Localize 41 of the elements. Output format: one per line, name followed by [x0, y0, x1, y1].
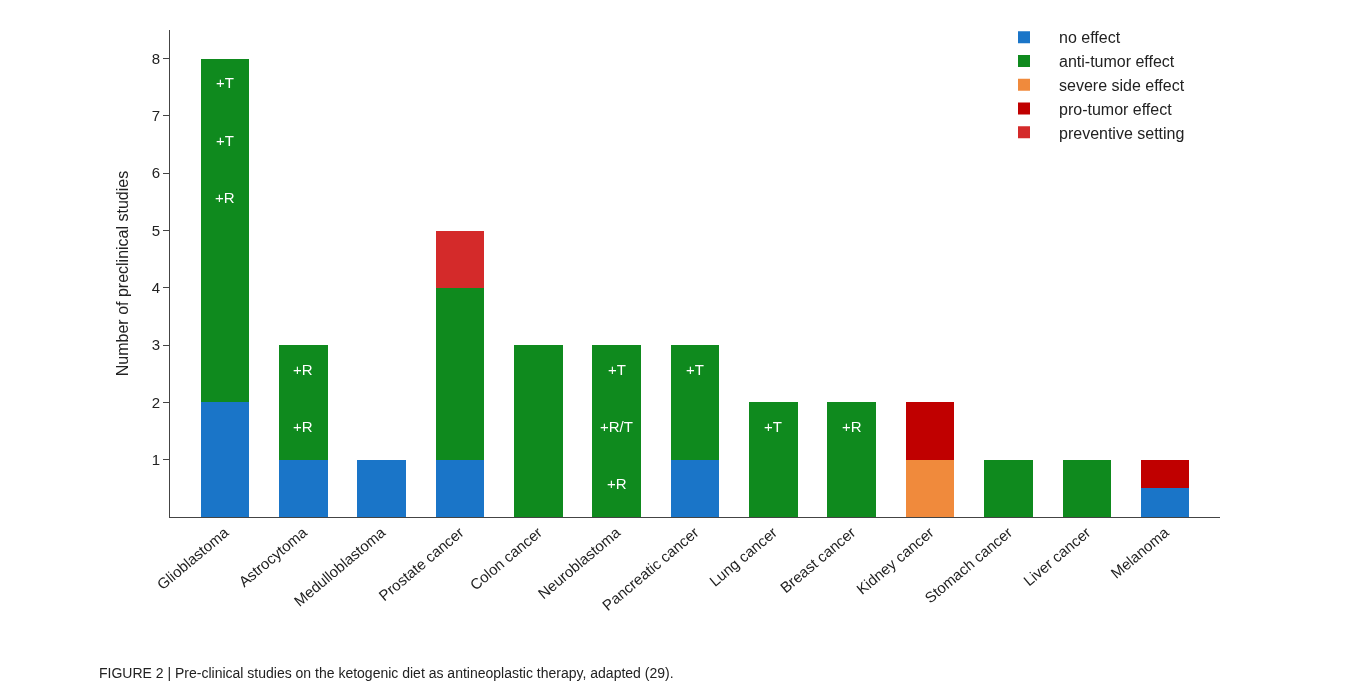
data-label: +T: [764, 418, 782, 435]
y-tick-label: 2: [151, 393, 160, 411]
bar: [670, 459, 720, 517]
bar: [435, 230, 485, 288]
bar: [670, 345, 720, 460]
bar: [200, 58, 250, 403]
bar: [1062, 459, 1112, 517]
bar: [749, 402, 798, 517]
legend-label: preventive setting: [1059, 124, 1185, 142]
bar: [357, 459, 406, 517]
bar: [278, 459, 328, 517]
y-tick-label: 1: [151, 450, 160, 468]
text: +T +R/T +R: [600, 361, 633, 492]
bar: [1140, 488, 1190, 517]
caption: FIGURE 2 | Pre-clinical studies on the ketogenic diet as antineoplastic therapy, adapted (29).: [99, 665, 674, 681]
legend-label: pro-tumor effect: [1059, 100, 1173, 118]
bar: [905, 459, 955, 517]
y-tick-label: 3: [151, 336, 160, 354]
legend-label: no effect: [1059, 29, 1121, 47]
y-tick-label: 5: [151, 221, 160, 239]
bar: [200, 402, 250, 517]
bar: [513, 345, 563, 517]
data-label: +T: [686, 361, 704, 378]
y-tick-label: 8: [151, 49, 160, 67]
y-tick-label: 7: [151, 107, 160, 125]
legend-label: severe side effect: [1059, 77, 1185, 94]
bar: [984, 459, 1033, 517]
text: +R +R: [293, 361, 313, 435]
bar: [435, 459, 485, 517]
bar: [592, 345, 641, 517]
text: +T +T +R: [215, 74, 235, 206]
data-label: +R: [842, 418, 862, 435]
bar: [1140, 459, 1190, 489]
y-axis-title: Number of preclinical studies: [114, 170, 131, 377]
y-tick-label: 4: [151, 279, 160, 297]
legend-label: anti-tumor effect: [1059, 53, 1175, 71]
bar: [905, 402, 955, 460]
bar: [278, 345, 328, 460]
bar: [827, 402, 877, 517]
y-tick-label: 6: [151, 164, 160, 182]
bar: [435, 287, 485, 460]
